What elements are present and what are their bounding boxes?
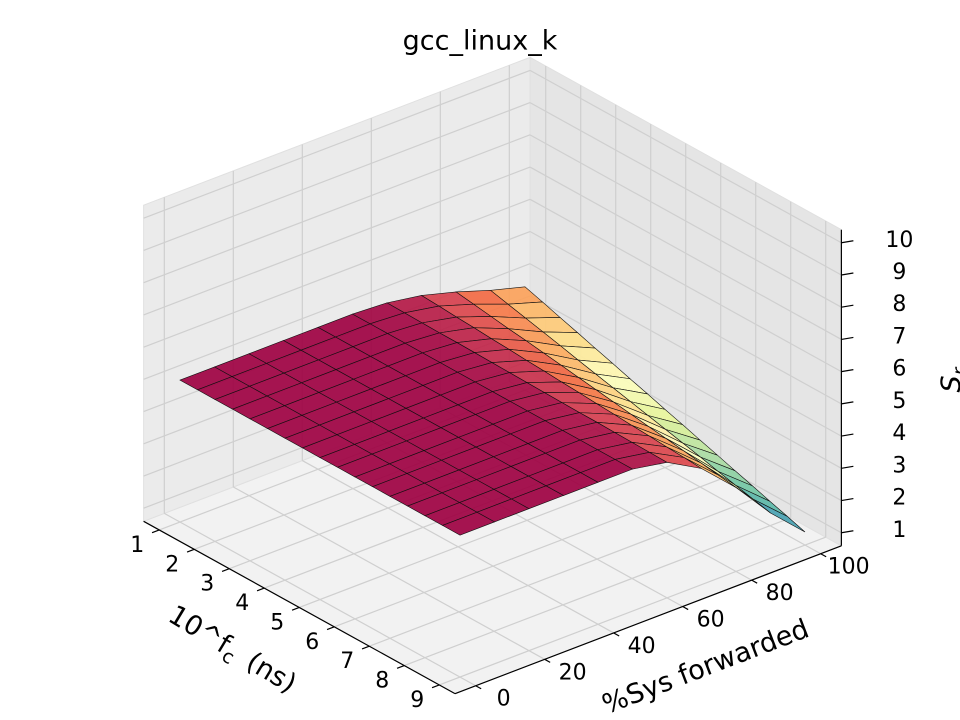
grid-line <box>529 134 842 308</box>
x-tick-label: 2 <box>165 552 179 577</box>
x-tick-label: 8 <box>375 669 389 694</box>
z-tick-label: 3 <box>892 453 906 478</box>
grid-line <box>233 486 545 660</box>
grid-line <box>369 497 756 647</box>
x-tick-label: 9 <box>410 688 424 713</box>
x-tick-label: 7 <box>340 649 354 674</box>
grid-line <box>143 69 531 219</box>
z-tick-mark <box>841 272 854 276</box>
grid-line <box>143 102 531 252</box>
grid-line <box>164 512 476 687</box>
grid-line <box>143 230 531 380</box>
y-axis-line <box>454 545 842 695</box>
x-tick-mark <box>361 645 370 650</box>
y-tick-label: 80 <box>766 581 794 606</box>
y-tick-label: 20 <box>559 660 587 685</box>
x-tick-mark <box>186 548 195 553</box>
grid-line <box>529 230 842 405</box>
x-tick-label: 1 <box>130 533 144 558</box>
z-label-sub: r <box>949 366 960 375</box>
x-tick-mark <box>326 626 335 631</box>
grid-line <box>143 198 531 348</box>
y-tick-label: 40 <box>628 634 656 659</box>
x-tick-mark <box>221 568 230 573</box>
grid-line <box>439 536 826 686</box>
grid-line <box>529 263 842 437</box>
z-tick-mark <box>841 336 854 341</box>
z-tick-label: 5 <box>892 389 906 414</box>
x-tick-label: 4 <box>235 591 249 616</box>
x-tick-mark <box>431 684 440 689</box>
x-tick-mark <box>396 665 405 669</box>
y-tick-label: 100 <box>828 555 870 580</box>
x-tick-label: 5 <box>270 610 284 635</box>
z-tick-label: 4 <box>892 421 906 446</box>
z-tick-mark <box>841 497 854 502</box>
z-tick-label: 8 <box>892 292 906 317</box>
z-tick-label: 9 <box>892 260 906 285</box>
grid-line <box>529 198 842 373</box>
x-tick-mark <box>151 529 160 534</box>
y-tick-label: 60 <box>697 608 725 633</box>
z-tick-mark <box>841 401 854 405</box>
z-tick-label: 7 <box>892 324 906 349</box>
z-tick-mark <box>841 240 854 244</box>
y-tick-label: 0 <box>497 687 511 712</box>
z-axis-label: Sr <box>936 366 960 392</box>
z-label-main: S <box>936 375 960 392</box>
y-tick-mark <box>544 658 551 663</box>
x-label-unit: (ns) <box>241 646 302 699</box>
grid-line <box>302 460 614 634</box>
chart-title: gcc_linux_k <box>403 26 558 57</box>
grid-line <box>529 295 842 469</box>
y-tick-mark <box>475 685 482 690</box>
x-tick-label: 6 <box>305 630 319 655</box>
grid-line <box>299 459 686 609</box>
z-tick-label: 10 <box>885 228 913 253</box>
z-tick-mark <box>841 530 854 534</box>
surface <box>179 286 806 536</box>
surface-cell <box>441 511 496 536</box>
x-tick-mark <box>291 606 300 611</box>
grid-line <box>143 134 531 284</box>
y-tick-mark <box>613 632 620 637</box>
z-tick-label: 2 <box>892 486 906 511</box>
z-tick-mark <box>841 304 854 308</box>
y-tick-mark <box>682 606 689 611</box>
grid-line <box>404 517 791 667</box>
grid-line <box>529 102 842 276</box>
grid-line <box>529 166 842 340</box>
z-tick-mark <box>841 433 854 437</box>
y-tick-mark <box>820 553 827 558</box>
grid-line <box>334 478 721 628</box>
x-axis-line <box>143 520 456 695</box>
x-tick-label: 3 <box>200 572 214 597</box>
grid-line <box>529 69 842 244</box>
x-tick-mark <box>256 587 265 592</box>
grid-line <box>143 166 531 316</box>
z-tick-label: 6 <box>892 357 906 382</box>
z-tick-mark <box>841 465 854 469</box>
z-tick-label: 1 <box>892 518 906 543</box>
y-tick-mark <box>751 579 758 584</box>
z-tick-mark <box>841 369 854 373</box>
